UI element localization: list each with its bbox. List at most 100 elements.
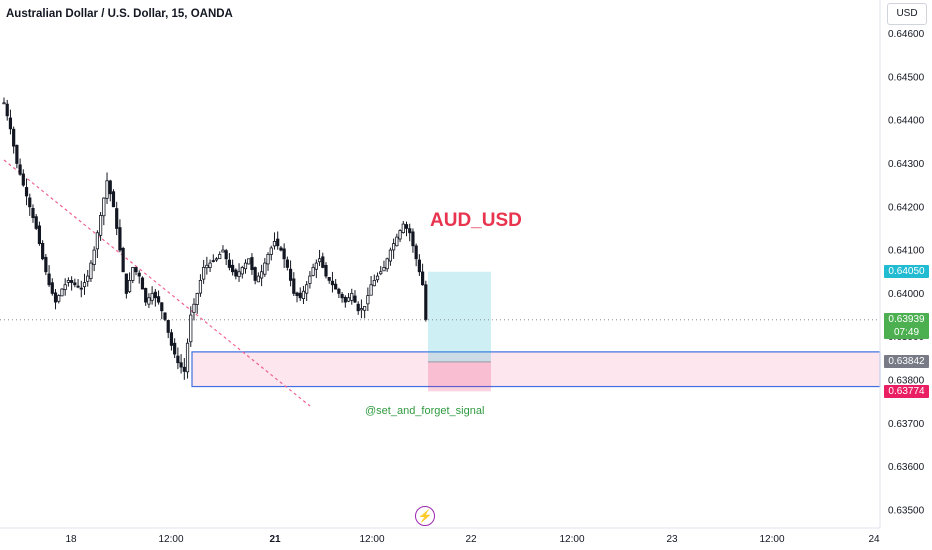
- candle-body: [298, 292, 302, 299]
- candle-body: [408, 228, 412, 234]
- candle-body: [12, 128, 16, 147]
- lightning-icon[interactable]: ⚡: [415, 506, 435, 526]
- last-price-tag: 0.63939 07:49: [884, 312, 929, 339]
- x-tick-label: 23: [666, 534, 678, 545]
- candle-body: [375, 275, 380, 281]
- candle-body: [140, 277, 145, 290]
- candle-body: [388, 249, 393, 262]
- entry-price-tag: 0.63842: [884, 355, 929, 369]
- y-tick-label: 0.64200: [888, 202, 925, 213]
- x-tick-label: 18: [65, 534, 77, 545]
- x-tick-label: 24: [868, 534, 880, 545]
- candle-body: [317, 258, 322, 263]
- currency-button[interactable]: USD: [887, 3, 927, 25]
- y-tick-label: 0.64000: [888, 289, 925, 300]
- candle-body: [382, 267, 386, 272]
- candle-body: [173, 342, 177, 355]
- candle-body: [385, 258, 389, 270]
- candle-body: [224, 250, 228, 260]
- candle-body: [18, 164, 22, 175]
- candle-body: [160, 302, 164, 312]
- candle-body: [99, 215, 103, 236]
- target-price-tag: 0.64050: [884, 265, 929, 279]
- candle-body: [66, 280, 70, 283]
- candle-body: [156, 296, 161, 303]
- candle-body: [343, 296, 347, 303]
- candle-body: [124, 273, 128, 294]
- candle-body: [334, 283, 338, 290]
- candle-body: [95, 232, 99, 250]
- signal-annotation: @set_and_forget_signal: [365, 405, 485, 417]
- demand-zone: [191, 351, 881, 388]
- candle-body: [189, 314, 193, 343]
- candle-body: [147, 297, 151, 305]
- candle-body: [153, 291, 157, 299]
- candle-body: [266, 254, 270, 265]
- candle-body: [166, 320, 170, 333]
- candle-body: [305, 284, 309, 294]
- y-tick-label: 0.63800: [888, 376, 925, 387]
- candle-body: [392, 243, 396, 251]
- stop-loss-box: [428, 361, 491, 392]
- candle-body: [60, 288, 64, 297]
- candle-body: [214, 258, 219, 261]
- x-tick-label: 22: [465, 534, 477, 545]
- candle-body: [208, 262, 212, 268]
- candle-body: [411, 231, 415, 247]
- symbol-title: Australian Dollar / U.S. Dollar, 15, OAN…: [6, 8, 233, 20]
- candle-body: [218, 254, 222, 260]
- candle-body: [372, 280, 376, 287]
- candle-body: [195, 293, 199, 305]
- candle-body: [137, 272, 141, 277]
- time-axis: 18 12:00 21 12:00 22 12:00 23 12:00 24: [0, 527, 880, 545]
- candle-body: [330, 280, 335, 286]
- candle-body: [41, 242, 45, 260]
- candle-body: [111, 191, 116, 208]
- candle-body: [24, 187, 29, 197]
- candle-body: [366, 295, 370, 305]
- candle-body: [198, 280, 203, 294]
- candle-body: [134, 267, 138, 273]
- y-tick-label: 0.63500: [888, 506, 925, 517]
- x-tick-label: 12:00: [359, 534, 384, 545]
- y-tick-label: 0.64600: [888, 29, 925, 40]
- candle-body: [205, 264, 209, 269]
- candle-body: [21, 173, 25, 186]
- candle-body: [163, 312, 167, 320]
- candle-body: [276, 238, 280, 247]
- y-tick-label: 0.63600: [888, 462, 925, 473]
- y-tick-label: 0.64300: [888, 159, 925, 170]
- candle-body: [420, 271, 425, 286]
- candle-body: [295, 292, 299, 296]
- candle-body: [57, 295, 61, 302]
- candle-body: [44, 256, 48, 273]
- candle-body: [227, 259, 231, 268]
- candle-body: [76, 285, 80, 288]
- candle-body: [404, 224, 409, 229]
- candle-body: [86, 275, 90, 282]
- candle-body: [8, 117, 13, 130]
- drawing-layer: [0, 159, 881, 407]
- candle-body: [288, 268, 293, 281]
- candle-body: [108, 180, 112, 195]
- candle-body: [311, 267, 315, 276]
- candle-body: [102, 197, 106, 217]
- candle-body: [73, 282, 77, 286]
- candle-body: [221, 249, 225, 253]
- candle-body: [5, 103, 9, 117]
- candle-body: [282, 248, 286, 260]
- candle-body: [92, 249, 96, 265]
- candle-body: [263, 262, 267, 275]
- candle-body: [398, 230, 402, 240]
- candle-body: [192, 303, 196, 313]
- candle-body: [301, 290, 306, 299]
- candle-body: [256, 275, 260, 283]
- candle-body: [285, 259, 289, 268]
- candle-body: [292, 278, 296, 294]
- candle-body: [105, 180, 109, 199]
- candle-body: [247, 258, 251, 265]
- candle-body: [37, 225, 42, 244]
- candle-body: [346, 297, 351, 302]
- candle-body: [131, 267, 135, 281]
